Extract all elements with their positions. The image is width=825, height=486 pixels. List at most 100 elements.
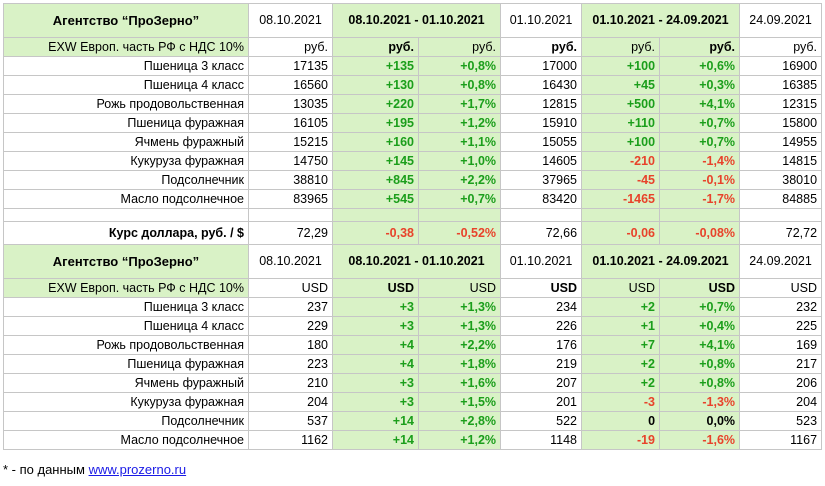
- header-row: Агентство “ПроЗерно” 08.10.2021 08.10.2021…: [3, 244, 823, 279]
- price-current: 15215: [248, 132, 333, 152]
- agency-name: Агентство “ПроЗерно”: [52, 254, 200, 269]
- change-abs: 0: [581, 411, 661, 431]
- table-row: Пшеница фуражная 16105 +195 +1,2% 15910 +110 +…: [3, 113, 823, 133]
- price-previous: 207: [500, 373, 583, 393]
- commodity-name: Подсолнечник: [3, 411, 249, 431]
- commodity-name: Пшеница 4 класс: [3, 75, 249, 95]
- table-row: Подсолнечник 38810 +845 +2,2% 37965 -45 -0,1% 3…: [3, 170, 823, 190]
- change-abs: +3: [332, 297, 419, 317]
- change-abs: +195: [332, 113, 419, 133]
- change-pct: +0,8%: [417, 56, 502, 76]
- price-current: 210: [248, 373, 333, 393]
- commodity-name: Масло подсолнечное: [3, 430, 249, 450]
- commodity-name: Подсолнечник: [3, 170, 249, 190]
- dollar-rate-row: Курс доллара, руб. / $72,29 -0,38 -0,52% 72…: [3, 221, 823, 245]
- price-previous: 37965: [500, 170, 583, 190]
- commodity-name: Рожь продовольственная: [3, 335, 249, 355]
- change-pct: +0,8%: [659, 373, 741, 393]
- change-abs: +14: [332, 411, 419, 431]
- unit-change-pct: USD: [417, 278, 502, 298]
- spacer-cell: [332, 208, 419, 222]
- table-row: Рожь продовольственная 180 +4 +2,2% 176 +7 +4,…: [3, 335, 823, 355]
- price-earlier: 232: [739, 297, 823, 317]
- change-pct: +0,8%: [417, 75, 502, 95]
- price-previous: 176: [500, 335, 583, 355]
- change-abs: +3: [332, 392, 419, 412]
- price-current: 537: [248, 411, 333, 431]
- date-previous: 01.10.2021: [500, 3, 583, 38]
- table-row: Пшеница фуражная 223 +4 +1,8% 219 +2 +0,8% 217: [3, 354, 823, 374]
- change-abs: +160: [332, 132, 419, 152]
- spacer-cell: [581, 208, 661, 222]
- table-row: Кукуруза фуражная 14750 +145 +1,0% 14605 -210…: [3, 151, 823, 171]
- unit-change-abs: руб.: [581, 37, 661, 57]
- change-pct: +1,3%: [417, 316, 502, 336]
- change-abs: +3: [332, 316, 419, 336]
- price-current: 17135: [248, 56, 333, 76]
- price-earlier: 14815: [739, 151, 823, 171]
- unit-change-abs: USD: [332, 278, 419, 298]
- price-earlier: 16385: [739, 75, 823, 95]
- header-row: Агентство “ПроЗерно” 08.10.2021 08.10.2021…: [3, 3, 823, 38]
- price-earlier: 523: [739, 411, 823, 431]
- commodity-name: Масло подсолнечное: [3, 189, 249, 209]
- change-abs: +145: [332, 151, 419, 171]
- table-row: Ячмень фуражный 15215 +160 +1,1% 15055 +100 +0…: [3, 132, 823, 152]
- spacer-row: [3, 208, 823, 222]
- range-previous: 01.10.2021 - 24.09.2021: [581, 244, 741, 279]
- rate-change-pct: -0,08%: [659, 221, 741, 245]
- table-row: Подсолнечник 537 +14 +2,8% 522 0 0,0% 523: [3, 411, 823, 431]
- unit-label: EXW Европ. часть РФ с НДС 10%: [3, 37, 249, 57]
- change-abs: -1465: [581, 189, 661, 209]
- unit-change-pct: USD: [659, 278, 741, 298]
- price-current: 204: [248, 392, 333, 412]
- change-pct: +0,7%: [659, 297, 741, 317]
- unit-current: руб.: [248, 37, 333, 57]
- price-current: 38810: [248, 170, 333, 190]
- change-abs: +500: [581, 94, 661, 114]
- price-previous: 12815: [500, 94, 583, 114]
- change-abs: +845: [332, 170, 419, 190]
- range-current: 08.10.2021 - 01.10.2021: [331, 244, 502, 279]
- price-current: 16105: [248, 113, 333, 133]
- commodity-name: Ячмень фуражный: [3, 373, 249, 393]
- commodity-name: Ячмень фуражный: [3, 132, 249, 152]
- date-previous: 01.10.2021: [500, 244, 583, 279]
- price-current: 223: [248, 354, 333, 374]
- unit-change-abs: руб.: [332, 37, 419, 57]
- price-current: 14750: [248, 151, 333, 171]
- table-row: Ячмень фуражный 210 +3 +1,6% 207 +2 +0,8% 206: [3, 373, 823, 393]
- source-link[interactable]: www.prozerno.ru: [88, 462, 187, 477]
- table-row: Пшеница 4 класс 16560 +130 +0,8% 16430 +45 +0,…: [3, 75, 823, 95]
- change-pct: +1,7%: [417, 94, 502, 114]
- change-abs: -45: [581, 170, 661, 190]
- spacer-cell: [3, 208, 249, 222]
- change-abs: +135: [332, 56, 419, 76]
- table-row: Пшеница 3 класс 17135 +135 +0,8% 17000 +100 +0…: [3, 56, 823, 76]
- change-pct: +1,6%: [417, 373, 502, 393]
- unit-earlier: USD: [739, 278, 823, 298]
- change-pct: +1,2%: [417, 113, 502, 133]
- price-previous: 14605: [500, 151, 583, 171]
- price-current: 1162: [248, 430, 333, 450]
- change-abs: +545: [332, 189, 419, 209]
- change-pct: +1,1%: [417, 132, 502, 152]
- change-pct: +1,8%: [417, 354, 502, 374]
- footnote-text: * - по данным: [3, 462, 89, 477]
- table-row: Рожь продовольственная 13035 +220 +1,7% 1281…: [3, 94, 823, 114]
- price-previous: 234: [500, 297, 583, 317]
- price-earlier: 206: [739, 373, 823, 393]
- commodity-name: Кукуруза фуражная: [3, 151, 249, 171]
- price-earlier: 15800: [739, 113, 823, 133]
- price-table: Агентство “ПроЗерно” 08.10.2021 08.10.2021…: [3, 3, 823, 450]
- commodity-name: Рожь продовольственная: [3, 94, 249, 114]
- change-pct: -1,6%: [659, 430, 741, 450]
- change-pct: +2,8%: [417, 411, 502, 431]
- price-previous: 15910: [500, 113, 583, 133]
- date-earlier: 24.09.2021: [739, 3, 823, 38]
- change-abs: +45: [581, 75, 661, 95]
- change-abs: +2: [581, 297, 661, 317]
- commodity-name: Кукуруза фуражная: [3, 392, 249, 412]
- change-pct: +1,5%: [417, 392, 502, 412]
- change-pct: +2,2%: [417, 335, 502, 355]
